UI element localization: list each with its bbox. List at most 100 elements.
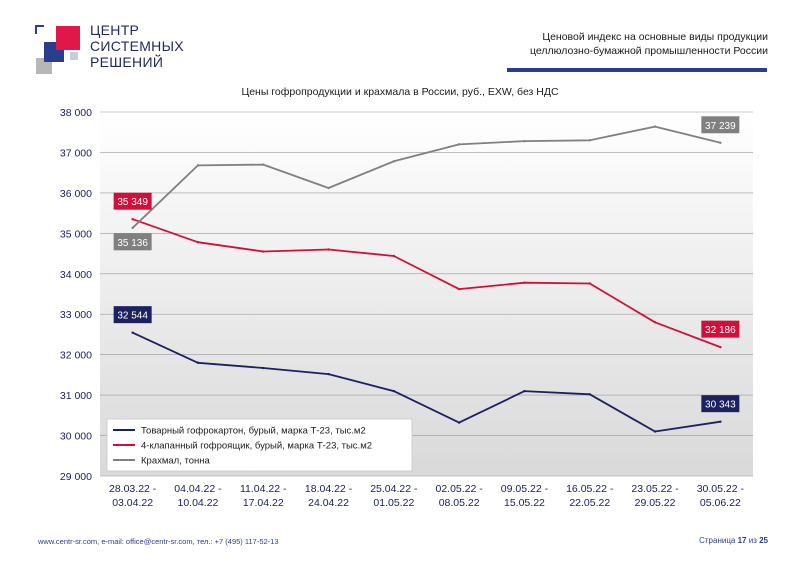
data-point xyxy=(196,164,200,167)
line-chart: Цены гофропродукции и крахмала в России,… xyxy=(60,86,753,509)
x-tick-label: 16.05.22 - xyxy=(566,483,614,495)
data-label: 35 349 xyxy=(117,197,148,208)
x-tick-label: 02.05.22 - xyxy=(436,483,484,495)
x-axis: 28.03.22 - 03.04.22 04.04.22 - 10.04.22 11.0… xyxy=(109,483,744,509)
x-tick-label: 01.05.22 xyxy=(373,497,414,509)
data-point xyxy=(327,186,330,190)
data-label-box xyxy=(701,116,740,134)
data-point xyxy=(457,143,461,146)
y-tick-label: 31 000 xyxy=(60,390,92,402)
data-label-box xyxy=(113,233,152,251)
x-tick-label: 30.05.22 - xyxy=(697,483,745,495)
page-number: 17 xyxy=(737,536,747,545)
y-tick-label: 29 000 xyxy=(60,471,92,483)
x-tick-label: 11.04.22 - xyxy=(240,483,287,495)
y-tick-label: 35 000 xyxy=(60,228,92,240)
chart-container: Цены гофропродукции и крахмала в России,… xyxy=(0,80,800,520)
x-tick-label: 29.05.22 xyxy=(635,497,676,509)
data-point xyxy=(262,366,265,370)
logo-line-2: СИСТЕМНЫХ xyxy=(90,38,184,54)
data-point xyxy=(719,420,722,423)
legend: Товарный гофрокартон, бурый, марка Т-23,… xyxy=(106,418,413,472)
x-tick-label: 04.04.22 - xyxy=(174,483,222,495)
x-tick-label: 15.05.22 xyxy=(504,497,545,509)
y-tick-label: 32 000 xyxy=(60,350,92,362)
y-axis: 29 000 30 000 31 000 32 000 33 000 34 000 35 0… xyxy=(60,107,92,483)
data-point xyxy=(196,241,200,244)
data-label: 37 239 xyxy=(705,121,736,132)
data-point xyxy=(719,345,722,349)
x-tick-label: 22.05.22 xyxy=(569,497,610,509)
report-title-line-1: Ценовой индекс на основные виды продукци… xyxy=(542,31,768,43)
header-accent-bar xyxy=(507,68,767,72)
x-tick-label: 23.05.22 - xyxy=(631,483,679,495)
series-line xyxy=(132,218,721,348)
data-label: 32 544 xyxy=(117,311,148,322)
x-tick-label: 03.04.22 xyxy=(112,497,153,509)
data-label-box xyxy=(701,395,740,413)
data-point xyxy=(262,250,265,253)
x-tick-label: 25.04.22 - xyxy=(370,483,418,495)
data-point xyxy=(327,248,330,251)
data-label-box xyxy=(701,320,740,338)
logo-text: ЦЕНТР СИСТЕМНЫХ РЕШЕНИЙ xyxy=(90,22,184,70)
y-tick-label: 33 000 xyxy=(60,309,92,321)
data-point xyxy=(653,321,657,324)
data-point xyxy=(588,393,591,396)
y-tick-label: 34 000 xyxy=(60,269,92,281)
page-prefix: Страница xyxy=(699,536,738,545)
x-tick-label: 08.05.22 xyxy=(439,497,480,509)
x-tick-label: 24.04.22 xyxy=(308,497,349,509)
chart-title: Цены гофропродукции и крахмала в России,… xyxy=(241,86,559,98)
data-point xyxy=(131,331,134,334)
data-point xyxy=(131,226,134,230)
x-tick-label: 05.06.22 xyxy=(700,497,741,509)
x-tick-label: 09.05.22 - xyxy=(501,483,549,495)
page-indicator: Страница 17 из 25 xyxy=(699,536,768,545)
data-point xyxy=(523,389,526,393)
data-point xyxy=(392,254,396,258)
grid-lines xyxy=(100,111,753,477)
x-tick-label: 28.03.22 - xyxy=(109,483,157,495)
data-point xyxy=(653,125,657,128)
footer-contacts: www.centr-sr.com, e-mail: office@centr-s… xyxy=(38,537,279,546)
y-tick-label: 37 000 xyxy=(60,147,92,159)
series-line xyxy=(132,125,721,229)
data-point xyxy=(523,139,526,143)
data-point xyxy=(719,141,722,144)
report-title: Ценовой индекс на основные виды продукци… xyxy=(408,30,768,58)
data-point xyxy=(196,361,200,364)
data-label-box xyxy=(113,306,152,324)
logo-red-square xyxy=(56,26,80,50)
data-point xyxy=(457,421,461,424)
y-tick-label: 36 000 xyxy=(60,188,92,200)
report-title-line-2: целлюлозно-бумажной промышленности Росси… xyxy=(529,45,768,57)
data-point xyxy=(653,430,657,433)
data-point xyxy=(131,218,134,221)
data-point xyxy=(457,287,461,291)
company-logo xyxy=(35,25,80,74)
data-point xyxy=(262,163,265,166)
data-labels: 32 544 30 343 35 349 32 186 35 136 37 239 xyxy=(113,116,740,413)
data-point xyxy=(392,160,396,163)
data-label: 35 136 xyxy=(117,238,148,249)
x-tick-label: 17.04.22 xyxy=(243,497,284,509)
logo-corner-mark xyxy=(35,25,44,34)
data-point xyxy=(523,281,526,284)
logo-light-square xyxy=(70,52,78,60)
x-tick-label: 10.04.22 xyxy=(178,497,219,509)
data-point xyxy=(392,389,396,393)
plot-area xyxy=(100,112,753,476)
y-tick-label: 30 000 xyxy=(60,431,92,443)
y-tick-label: 38 000 xyxy=(60,107,92,119)
series-line xyxy=(132,331,721,433)
data-point xyxy=(588,282,591,285)
data-point xyxy=(327,372,330,376)
data-label-box xyxy=(113,192,152,210)
series-lines xyxy=(131,125,722,433)
logo-line-3: РЕШЕНИЙ xyxy=(90,54,164,70)
page-total: 25 xyxy=(759,536,768,545)
page-separator: из xyxy=(746,536,760,545)
legend-entry: 4-клапанный гофроящик, бурый, марка Т-23… xyxy=(141,441,372,452)
legend-entry: Товарный гофрокартон, бурый, марка Т-23,… xyxy=(141,426,366,437)
